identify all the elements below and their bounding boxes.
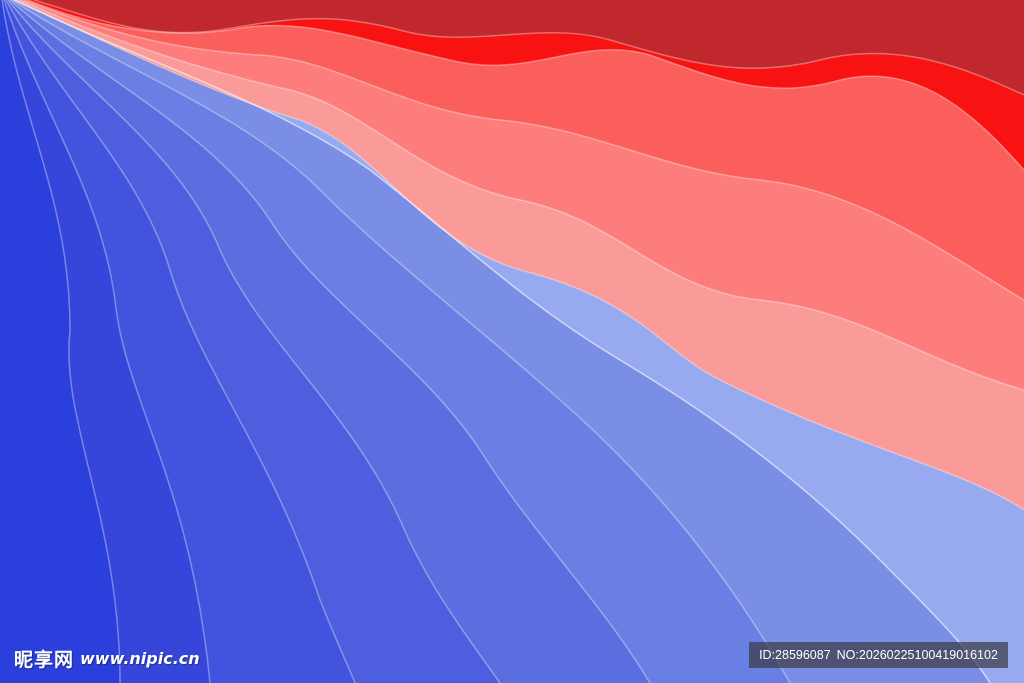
- image-id-text: ID:28596087: [759, 648, 831, 662]
- image-id-bar: ID:28596087 NO:20260225100419016102: [749, 642, 1008, 668]
- watermark-site: www.nipic.cn: [80, 648, 200, 668]
- red-band-0: [34, 0, 1024, 95]
- site-watermark: 昵享网 www.nipic.cn: [14, 645, 200, 671]
- watermark-brand: 昵享网: [14, 648, 75, 671]
- image-no-text: NO:20260225100419016102: [836, 648, 998, 662]
